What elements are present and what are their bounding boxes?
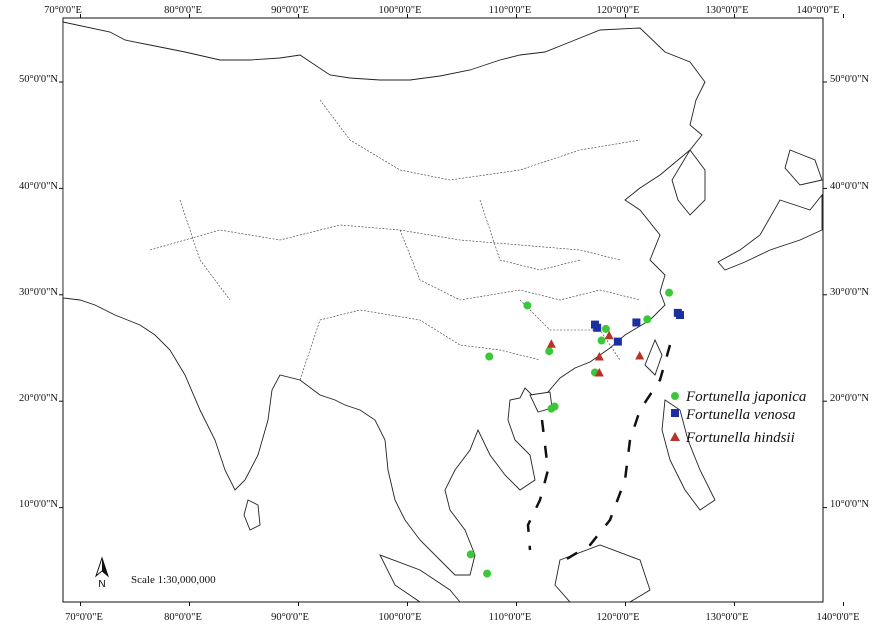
eurasia-landmass bbox=[62, 21, 706, 576]
nine-dash-line bbox=[526, 344, 672, 562]
province-borders bbox=[149, 99, 641, 381]
japonica-point bbox=[665, 288, 674, 297]
venosa-point bbox=[613, 337, 622, 346]
legend-square-icon bbox=[671, 409, 679, 417]
bottom-lon-label: 80°0'0"E bbox=[164, 612, 202, 623]
left-lat-label: 10°0'0"N bbox=[19, 499, 58, 510]
legend: Fortunella japonica Fortunella venosa Fo… bbox=[670, 389, 806, 446]
bottom-lon-label: 140°0'0"E bbox=[816, 612, 859, 623]
bottom-lon-label: 90°0'0"E bbox=[271, 612, 309, 623]
bottom-lon-label: 130°0'0"E bbox=[705, 612, 748, 623]
top-lon-label: 80°0'0"E bbox=[164, 5, 202, 16]
left-labels: 50°0'0"N 40°0'0"N 30°0'0"N 20°0'0"N 10°0… bbox=[19, 74, 58, 510]
sri-lanka-island bbox=[243, 499, 261, 531]
top-lon-label: 130°0'0"E bbox=[705, 5, 748, 16]
north-label: N bbox=[98, 579, 105, 590]
japonica-point bbox=[643, 315, 652, 324]
top-lon-label: 110°0'0"E bbox=[489, 5, 532, 16]
taiwan-island bbox=[644, 338, 663, 376]
land-layer bbox=[62, 21, 823, 603]
bottom-labels: 70°0'0"E 80°0'0"E 90°0'0"E 100°0'0"E 110… bbox=[65, 612, 859, 623]
venosa-point bbox=[593, 323, 602, 332]
legend-label-venosa: Fortunella venosa bbox=[685, 407, 796, 423]
right-labels: 50°0'0"N 40°0'0"N 30°0'0"N 20°0'0"N 10°0… bbox=[830, 74, 869, 510]
japonica-point bbox=[466, 550, 475, 559]
left-lat-label: 30°0'0"N bbox=[19, 287, 58, 298]
philippines-islands bbox=[661, 399, 716, 511]
hindsii-point bbox=[604, 330, 614, 340]
axis-ticks bbox=[59, 14, 844, 606]
korea-peninsula bbox=[671, 149, 706, 216]
hindsii-point bbox=[546, 339, 556, 348]
japonica-point bbox=[485, 352, 494, 361]
borneo-island bbox=[554, 544, 651, 603]
top-lon-label: 90°0'0"E bbox=[271, 5, 309, 16]
right-lat-label: 20°0'0"N bbox=[830, 393, 869, 404]
bottom-lon-label: 120°0'0"E bbox=[596, 612, 639, 623]
top-lon-label: 70°0'0"E bbox=[44, 5, 82, 16]
legend-label-hindsii: Fortunella hindsii bbox=[685, 430, 795, 446]
legend-label-japonica: Fortunella japonica bbox=[685, 389, 806, 405]
legend-triangle-icon bbox=[670, 432, 680, 441]
right-lat-label: 30°0'0"N bbox=[830, 287, 869, 298]
japonica-point bbox=[545, 347, 554, 356]
bottom-lon-label: 110°0'0"E bbox=[489, 612, 532, 623]
north-arrow-icon: N bbox=[94, 556, 110, 590]
hindsii-point bbox=[635, 350, 645, 360]
bottom-lon-label: 100°0'0"E bbox=[378, 612, 421, 623]
top-labels: 70°0'0"E 80°0'0"E 90°0'0"E 100°0'0"E 110… bbox=[44, 5, 839, 16]
japonica-point bbox=[483, 569, 492, 578]
venosa-point bbox=[676, 311, 684, 320]
venosa-point bbox=[632, 318, 641, 327]
bottom-lon-label: 70°0'0"E bbox=[65, 612, 103, 623]
left-lat-label: 20°0'0"N bbox=[19, 393, 58, 404]
hindsii-point bbox=[594, 352, 604, 361]
japan-islands bbox=[717, 193, 823, 271]
japonica-point bbox=[547, 404, 556, 413]
top-lon-label: 140°0'0"E bbox=[796, 5, 839, 16]
right-lat-label: 10°0'0"N bbox=[830, 499, 869, 510]
japonica-point bbox=[523, 301, 532, 310]
top-lon-label: 120°0'0"E bbox=[596, 5, 639, 16]
hindsii-point bbox=[594, 367, 604, 377]
sumatra-island bbox=[379, 554, 461, 603]
legend-circle-icon bbox=[671, 392, 679, 400]
right-lat-label: 40°0'0"N bbox=[830, 181, 869, 192]
hokkaido-island bbox=[784, 149, 823, 186]
japonica-point bbox=[601, 324, 610, 333]
top-lon-label: 100°0'0"E bbox=[378, 5, 421, 16]
border-layer bbox=[149, 99, 641, 381]
left-lat-label: 50°0'0"N bbox=[19, 74, 58, 85]
right-lat-label: 50°0'0"N bbox=[830, 74, 869, 85]
japonica-point bbox=[597, 336, 606, 345]
occurrence-points bbox=[466, 288, 684, 578]
left-lat-label: 40°0'0"N bbox=[19, 181, 58, 192]
scale-text: Scale 1:30,000,000 bbox=[131, 574, 216, 586]
